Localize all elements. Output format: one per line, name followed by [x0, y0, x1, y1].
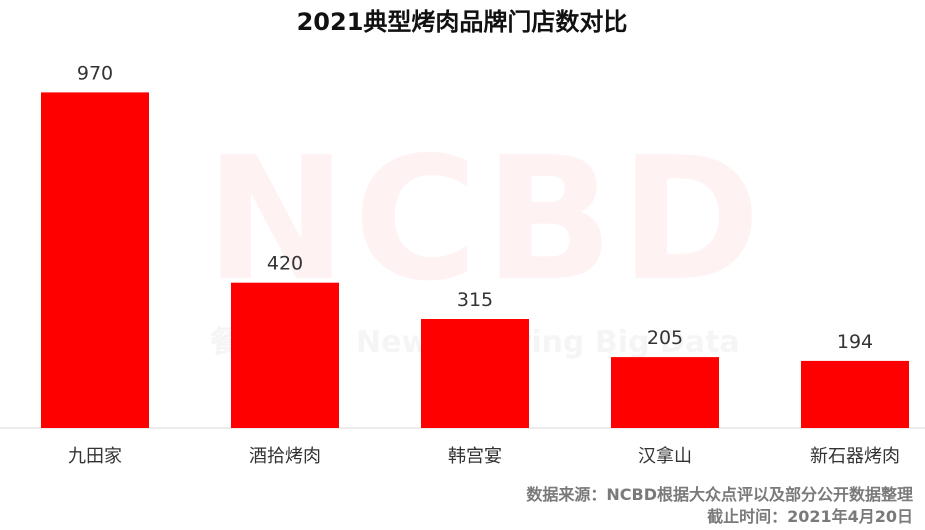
chart-title: 2021典型烤肉品牌门店数对比 — [297, 8, 628, 36]
category-label-2: 酒拾烤肉 — [249, 446, 321, 467]
source-note: 数据来源：NCBD根据大众点评以及部分公开数据整理 — [526, 485, 913, 504]
value-label-3: 315 — [457, 289, 493, 311]
bar-3 — [421, 319, 529, 428]
category-label-1: 九田家 — [68, 446, 122, 467]
value-label-1: 970 — [77, 62, 113, 84]
watermark-subtitle: New Catering Big Data — [356, 325, 740, 360]
bars-group — [41, 92, 909, 429]
category-label-3: 韩宫宴 — [448, 445, 502, 467]
bar-1 — [41, 92, 149, 429]
value-labels-group: 970 420 315 205 194 — [77, 62, 873, 353]
cutoff-date-note: 截止时间：2021年4月20日 — [707, 507, 913, 526]
bar-2 — [231, 282, 339, 428]
bar-4 — [611, 357, 719, 428]
category-label-5: 新石器烤肉 — [810, 446, 900, 467]
bar-5 — [801, 360, 909, 428]
category-label-4: 汉拿山 — [638, 445, 692, 467]
value-label-2: 420 — [267, 253, 303, 275]
value-label-4: 205 — [647, 327, 683, 349]
value-label-5: 194 — [837, 331, 873, 353]
category-labels-group: 九田家 酒拾烤肉 韩宫宴 汉拿山 新石器烤肉 — [68, 445, 900, 467]
